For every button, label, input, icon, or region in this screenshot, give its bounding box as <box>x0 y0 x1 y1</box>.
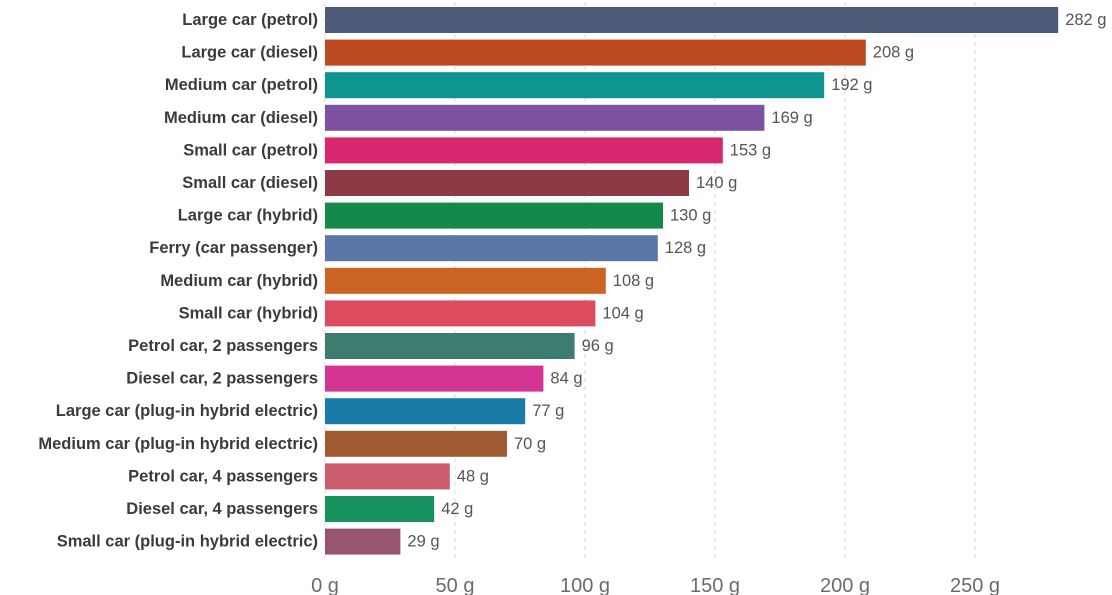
bar <box>325 365 544 392</box>
bar <box>325 202 663 229</box>
x-tick-label: 0 g <box>311 575 339 595</box>
value-label: 130 g <box>670 207 711 225</box>
category-label: Petrol car, 4 passengers <box>128 467 318 485</box>
category-label: Small car (diesel) <box>182 174 318 192</box>
value-label: 42 g <box>441 500 473 518</box>
value-label: 192 g <box>831 76 872 94</box>
bar <box>325 39 866 66</box>
category-label: Ferry (car passenger) <box>149 239 318 257</box>
bar <box>325 7 1059 33</box>
x-tick-label: 100 g <box>560 575 610 595</box>
category-label: Large car (hybrid) <box>178 207 318 225</box>
bar <box>325 170 689 196</box>
category-label: Medium car (hybrid) <box>160 272 318 290</box>
category-label: Medium car (petrol) <box>165 76 318 94</box>
value-label: 208 g <box>873 44 914 62</box>
value-label: 108 g <box>613 272 654 290</box>
value-label: 140 g <box>696 174 737 192</box>
bar <box>325 528 401 555</box>
bar <box>325 496 435 522</box>
category-label: Petrol car, 2 passengers <box>128 337 318 355</box>
value-label: 77 g <box>532 402 564 420</box>
bar <box>325 398 526 425</box>
x-tick-label: 200 g <box>820 575 870 595</box>
bar <box>325 300 596 327</box>
category-label: Large car (petrol) <box>182 11 318 29</box>
value-label: 70 g <box>514 435 546 453</box>
value-label: 153 g <box>730 141 771 159</box>
bar <box>325 104 765 131</box>
x-tick-label: 150 g <box>690 575 740 595</box>
value-label: 169 g <box>771 109 812 127</box>
category-label: Medium car (diesel) <box>164 109 318 127</box>
category-label: Diesel car, 4 passengers <box>126 500 318 518</box>
bars <box>325 7 1059 555</box>
category-label: Large car (diesel) <box>181 44 318 62</box>
value-label: 128 g <box>665 239 706 257</box>
category-label: Medium car (plug-in hybrid electric) <box>38 435 318 453</box>
x-axis-tick-labels: 0 g 50 g 100 g 150 g 200 g 250 g <box>311 575 1000 595</box>
value-label: 282 g <box>1065 11 1106 29</box>
category-label: Large car (plug-in hybrid electric) <box>56 402 318 420</box>
x-tick-label: 50 g <box>436 575 475 595</box>
value-label: 104 g <box>602 304 643 322</box>
category-labels: Large car (petrol) Large car (diesel) Medi… <box>38 11 318 551</box>
bar <box>325 430 507 457</box>
category-label: Small car (plug-in hybrid electric) <box>57 533 318 551</box>
bar <box>325 137 723 164</box>
category-label: Diesel car, 2 passengers <box>126 370 318 388</box>
bar <box>325 267 606 294</box>
category-label: Small car (hybrid) <box>179 304 318 322</box>
value-label: 96 g <box>582 337 614 355</box>
value-label: 48 g <box>457 467 489 485</box>
bar <box>325 235 658 262</box>
bar <box>325 72 825 99</box>
value-label: 84 g <box>550 370 582 388</box>
bar <box>325 333 575 359</box>
value-label: 29 g <box>407 533 439 551</box>
x-tick-label: 250 g <box>950 575 1000 595</box>
category-label: Small car (petrol) <box>183 141 318 159</box>
bar <box>325 463 450 490</box>
